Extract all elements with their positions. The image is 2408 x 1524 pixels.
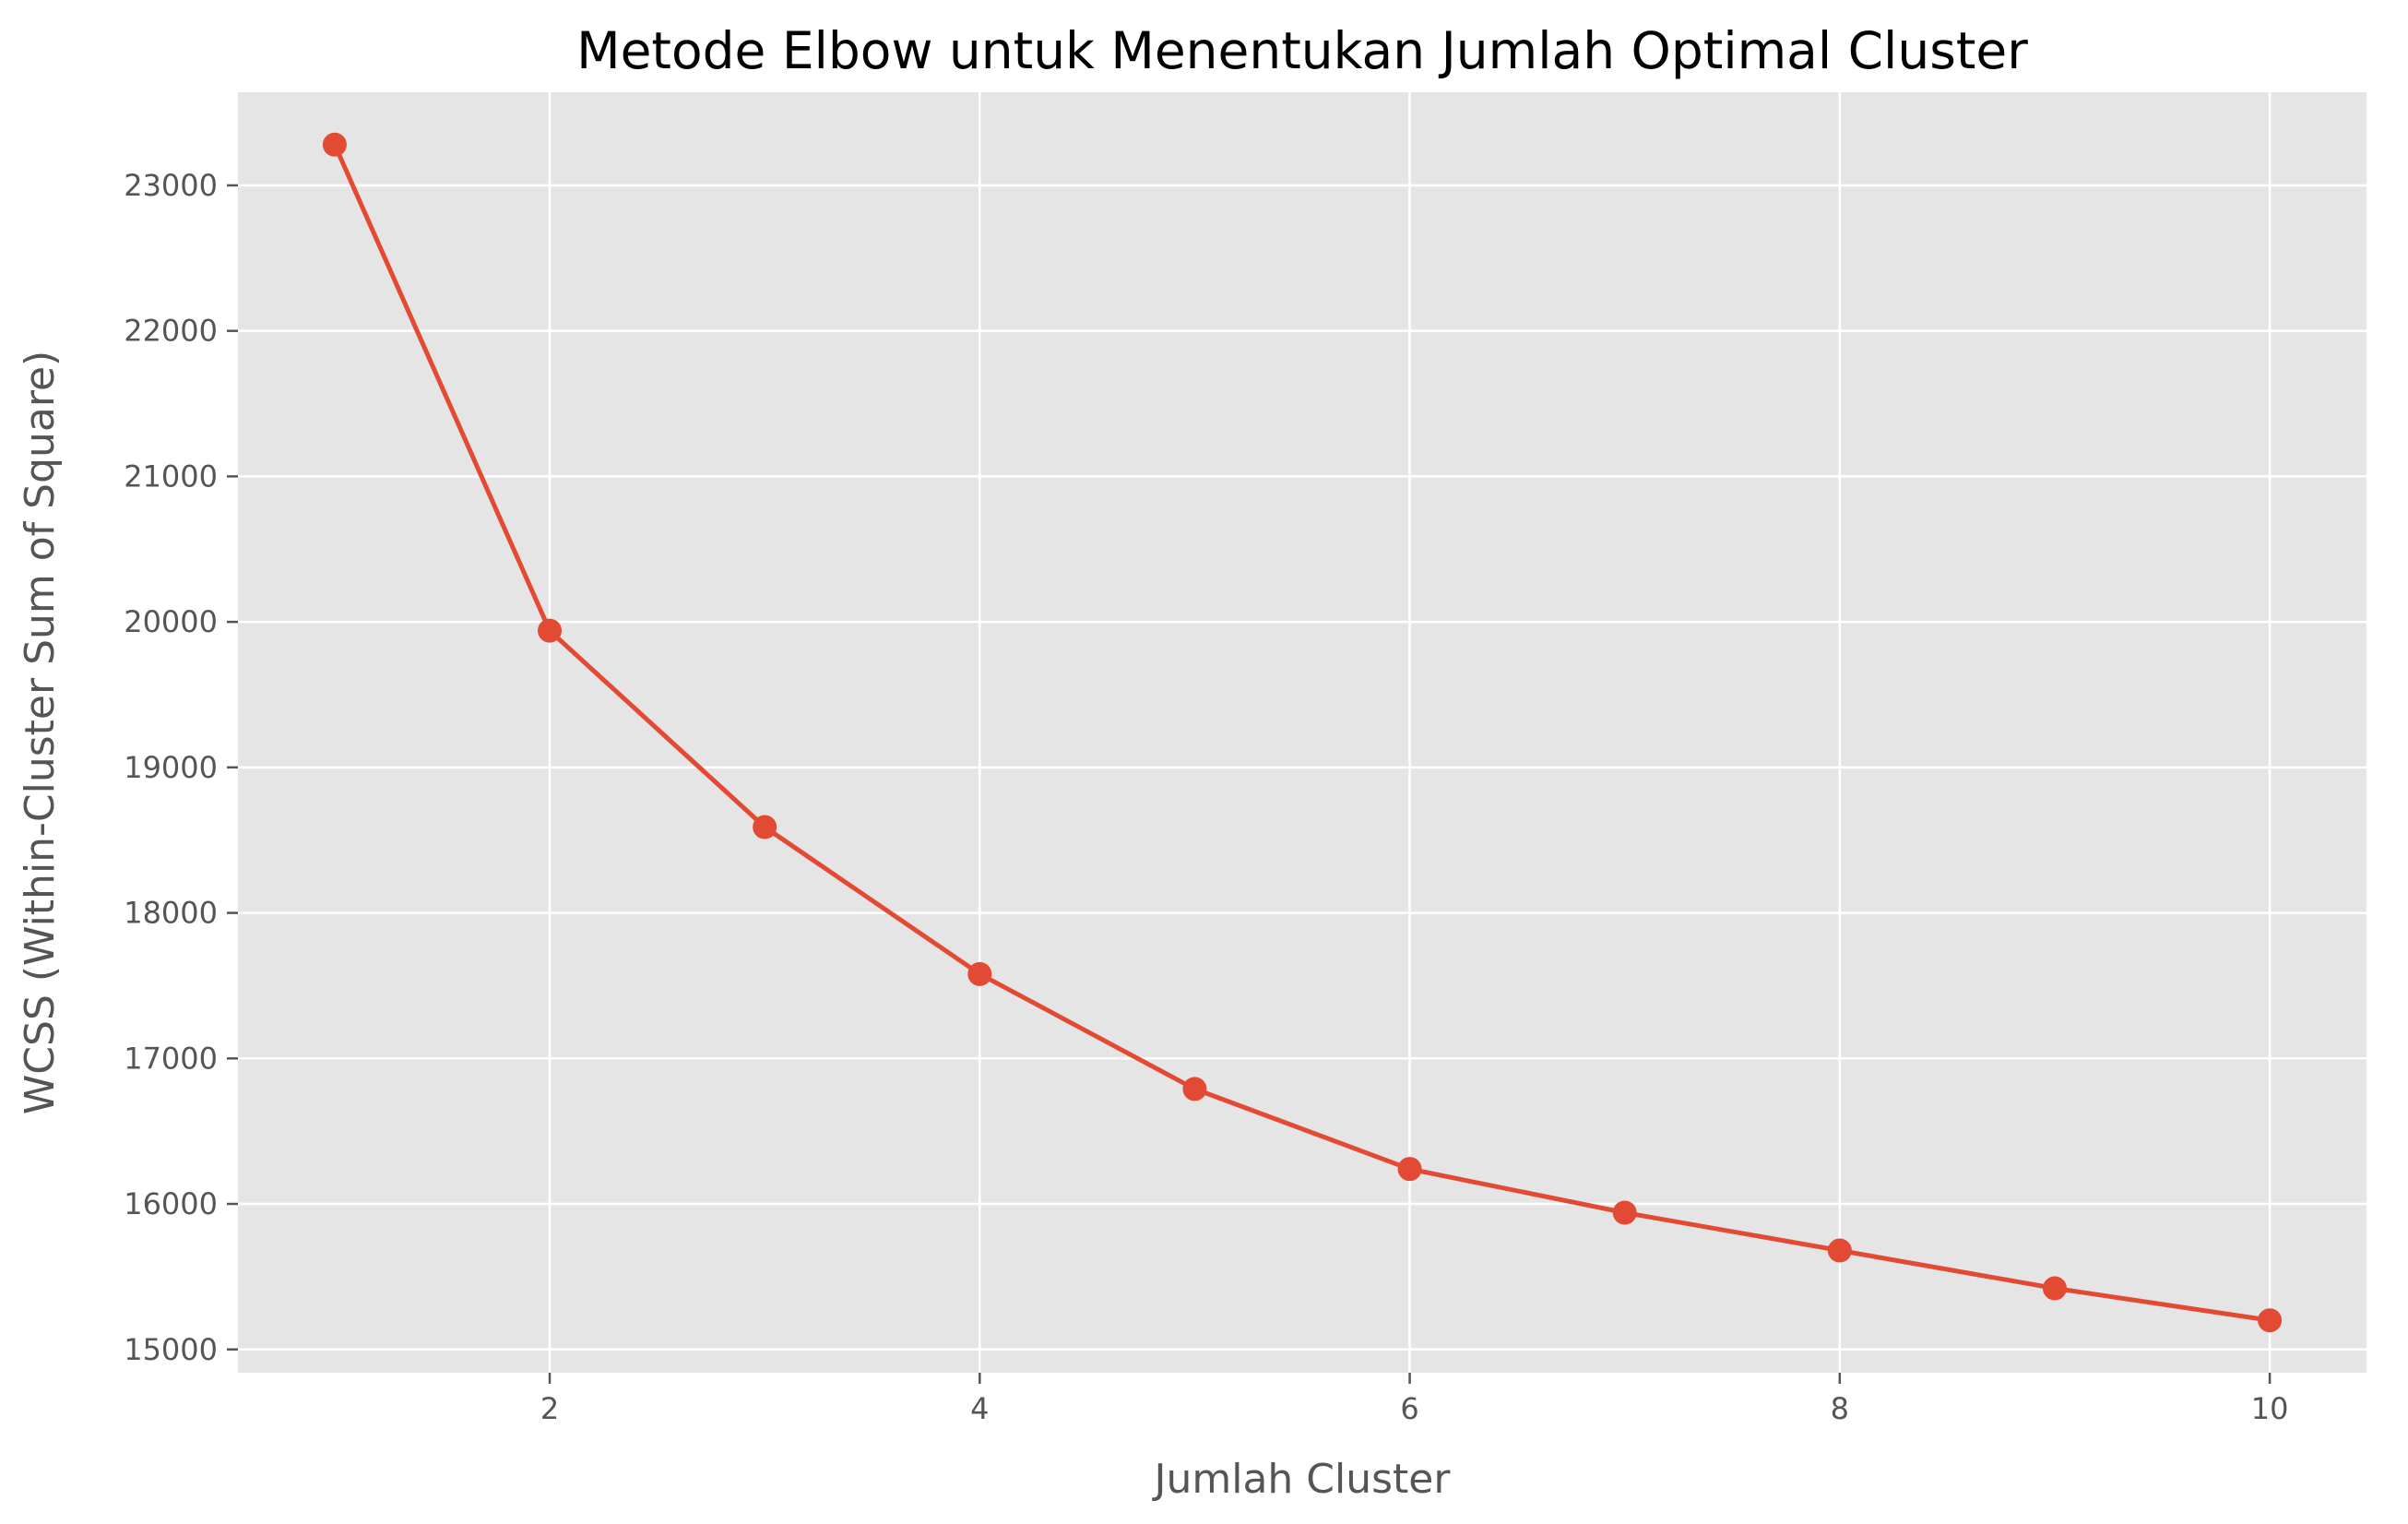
y-tick-label: 16000 [124, 1186, 218, 1221]
data-point [1182, 1077, 1207, 1101]
y-tick-label: 22000 [124, 314, 218, 349]
chart-title: Metode Elbow untuk Menentukan Jumlah Opt… [576, 21, 2028, 80]
y-tick-label: 17000 [124, 1041, 218, 1076]
y-tick-label: 21000 [124, 458, 218, 494]
x-tick-label: 2 [540, 1391, 559, 1426]
x-tick-label: 6 [1400, 1391, 1418, 1426]
series-line [332, 143, 2271, 1323]
data-point [1612, 1200, 1637, 1225]
y-tick-label: 23000 [124, 168, 218, 203]
x-tick-label: 4 [970, 1391, 989, 1426]
data-point [2258, 1308, 2283, 1333]
y-tick-label: 18000 [124, 896, 218, 931]
data-point [1397, 1157, 1422, 1182]
plot-area [238, 92, 2366, 1373]
x-tick-label: 8 [1831, 1391, 1849, 1426]
x-axis-label: Jumlah Cluster [1152, 1456, 1452, 1503]
data-point [753, 815, 777, 839]
x-tick-label: 10 [2251, 1391, 2289, 1426]
data-point [2042, 1276, 2067, 1301]
grid-lines [238, 92, 2366, 1373]
axis-ticks: 2 4 6 8 10 15000 16000 17000 18000 19000 20000 2100… [124, 168, 2288, 1426]
data-markers [322, 132, 2283, 1333]
data-point [1827, 1238, 1852, 1263]
data-point [322, 132, 347, 157]
data-point [538, 618, 563, 643]
y-tick-label: 15000 [124, 1332, 218, 1367]
y-tick-label: 20000 [124, 604, 218, 639]
y-tick-label: 19000 [124, 750, 218, 785]
y-axis-label: WCSS (Within-Cluster Sum of Square) [17, 351, 64, 1114]
data-point [967, 961, 992, 986]
